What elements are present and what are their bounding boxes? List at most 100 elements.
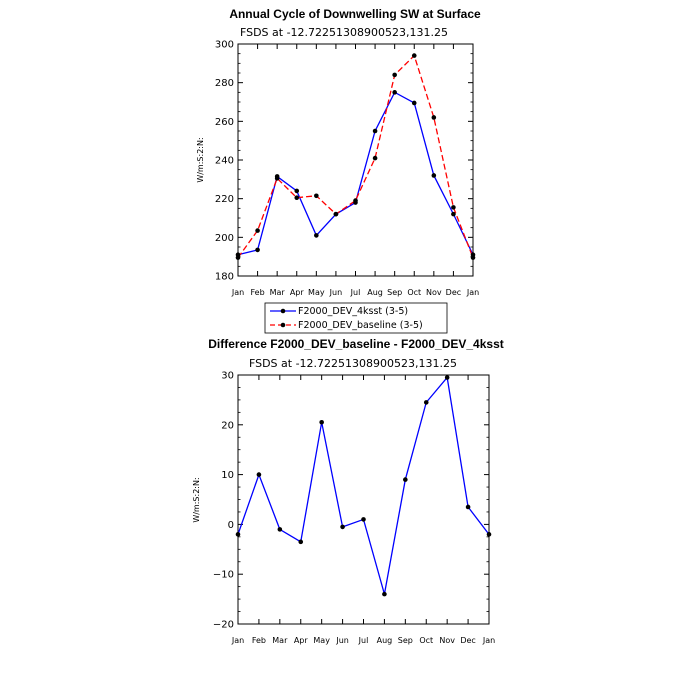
chart-title: Annual Cycle of Downwelling SW at Surfac… [229,7,481,21]
legend-marker-baseline [280,322,286,328]
x-tick-label: Sep [387,288,402,297]
axis-ticks [237,374,490,625]
series-line-1 [237,375,490,595]
data-point [274,176,280,181]
legend-marker-4ksst [280,308,286,314]
x-tick-label: Oct [407,288,421,297]
data-point [277,527,283,532]
annual-cycle-chart: Annual Cycle of Downwelling SW at Surfac… [196,7,481,334]
data-point [314,233,319,238]
y-tick-label: 240 [215,156,234,167]
x-tick-label: Jun [329,288,343,297]
data-point [294,195,300,200]
x-tick-label: Aug [377,636,393,645]
data-point [465,504,471,510]
y-tick-label: 260 [215,117,234,128]
data-point [411,100,417,106]
y-tick-label: 220 [215,194,234,205]
data-point [382,591,387,597]
x-tick-label: Jan [466,288,479,297]
plot-frame [237,374,490,625]
x-tick-label: Nov [426,288,442,297]
x-tick-label: Dec [460,636,475,645]
x-tick-label: Jul [358,636,369,645]
x-tick-label: Jan [231,288,244,297]
x-tick-labels: Jan Feb Mar Apr May Jun Jul Aug Sep Oct Nov Dec Jan [231,288,479,297]
data-point [235,532,241,537]
data-point [392,90,397,95]
x-tick-label: Jan [482,636,495,645]
data-point [431,115,437,120]
x-tick-label: May [313,636,330,645]
y-tick-label: 300 [215,40,234,51]
data-point [333,211,339,217]
data-point [470,255,476,260]
y-tick-label: 200 [215,233,234,244]
x-tick-label: Apr [290,288,305,297]
data-point [411,53,417,58]
data-point [451,205,456,210]
data-point [372,155,378,161]
data-point [451,211,456,217]
y-tick-label: 0 [228,520,234,531]
chart-subtitle: FSDS at -12.72251308900523,131.25 [240,26,448,39]
x-tick-label: Feb [250,288,264,297]
y-tick-labels: 180 200 220 240 260 280 300 [215,40,234,283]
y-tick-labels: −20 −10 0 10 20 30 [213,371,234,631]
axis-ticks [237,43,474,277]
data-point [256,472,262,477]
data-point [392,72,397,78]
data-point [444,375,450,380]
data-point [361,517,366,522]
data-point [235,255,241,260]
data-point [486,532,492,537]
data-point [431,173,437,178]
y-tick-label: 280 [215,78,234,89]
chart-title: Difference F2000_DEV_baseline - F2000_DE… [208,337,504,351]
x-tick-label: Sep [398,636,413,645]
x-tick-label: Oct [419,636,433,645]
difference-chart: Difference F2000_DEV_baseline - F2000_DE… [192,337,504,645]
data-point [255,247,260,253]
data-point [353,198,358,203]
data-point [372,128,378,134]
plot-frame [237,43,474,277]
legend-box [264,302,448,334]
data-point [319,420,324,425]
legend-label-4ksst: F2000_DEV_4ksst (3-5) [298,306,408,317]
x-tick-label: Jan [231,636,244,645]
y-axis-label: W/m:S:2:N: [196,137,205,182]
x-tick-label: Mar [272,636,288,645]
y-axis-label: W/m:S:2:N: [192,477,201,522]
series-group [235,375,492,597]
series-line-2 [237,54,474,259]
x-tick-label: Jul [350,288,361,297]
data-point [294,188,300,194]
y-tick-label: 180 [215,272,234,283]
x-tick-label: Nov [439,636,455,645]
data-point [423,400,429,405]
x-tick-label: May [308,288,325,297]
data-point [403,477,408,482]
y-tick-label: −10 [213,570,234,581]
data-point [340,524,345,530]
data-point [314,193,319,199]
x-tick-label: Dec [446,288,461,297]
x-tick-label: Feb [252,636,266,645]
legend-label-baseline: F2000_DEV_baseline (3-5) [298,320,423,331]
x-tick-label: Apr [294,636,309,645]
series-line-1 [237,91,474,256]
series-group [235,53,476,260]
y-tick-label: 30 [221,371,234,382]
y-tick-label: −20 [213,620,234,631]
y-tick-label: 10 [221,470,234,481]
x-tick-label: Aug [367,288,383,297]
data-point [255,228,260,233]
legend: F2000_DEV_4ksst (3-5) F2000_DEV_baseline… [264,302,448,334]
data-point [298,539,304,545]
x-tick-label: Mar [270,288,286,297]
x-tick-labels: Jan Feb Mar Apr May Jun Jul Aug Sep Oct Nov Dec Jan [231,636,495,645]
x-tick-label: Jun [335,636,349,645]
chart-subtitle: FSDS at -12.72251308900523,131.25 [249,357,457,370]
